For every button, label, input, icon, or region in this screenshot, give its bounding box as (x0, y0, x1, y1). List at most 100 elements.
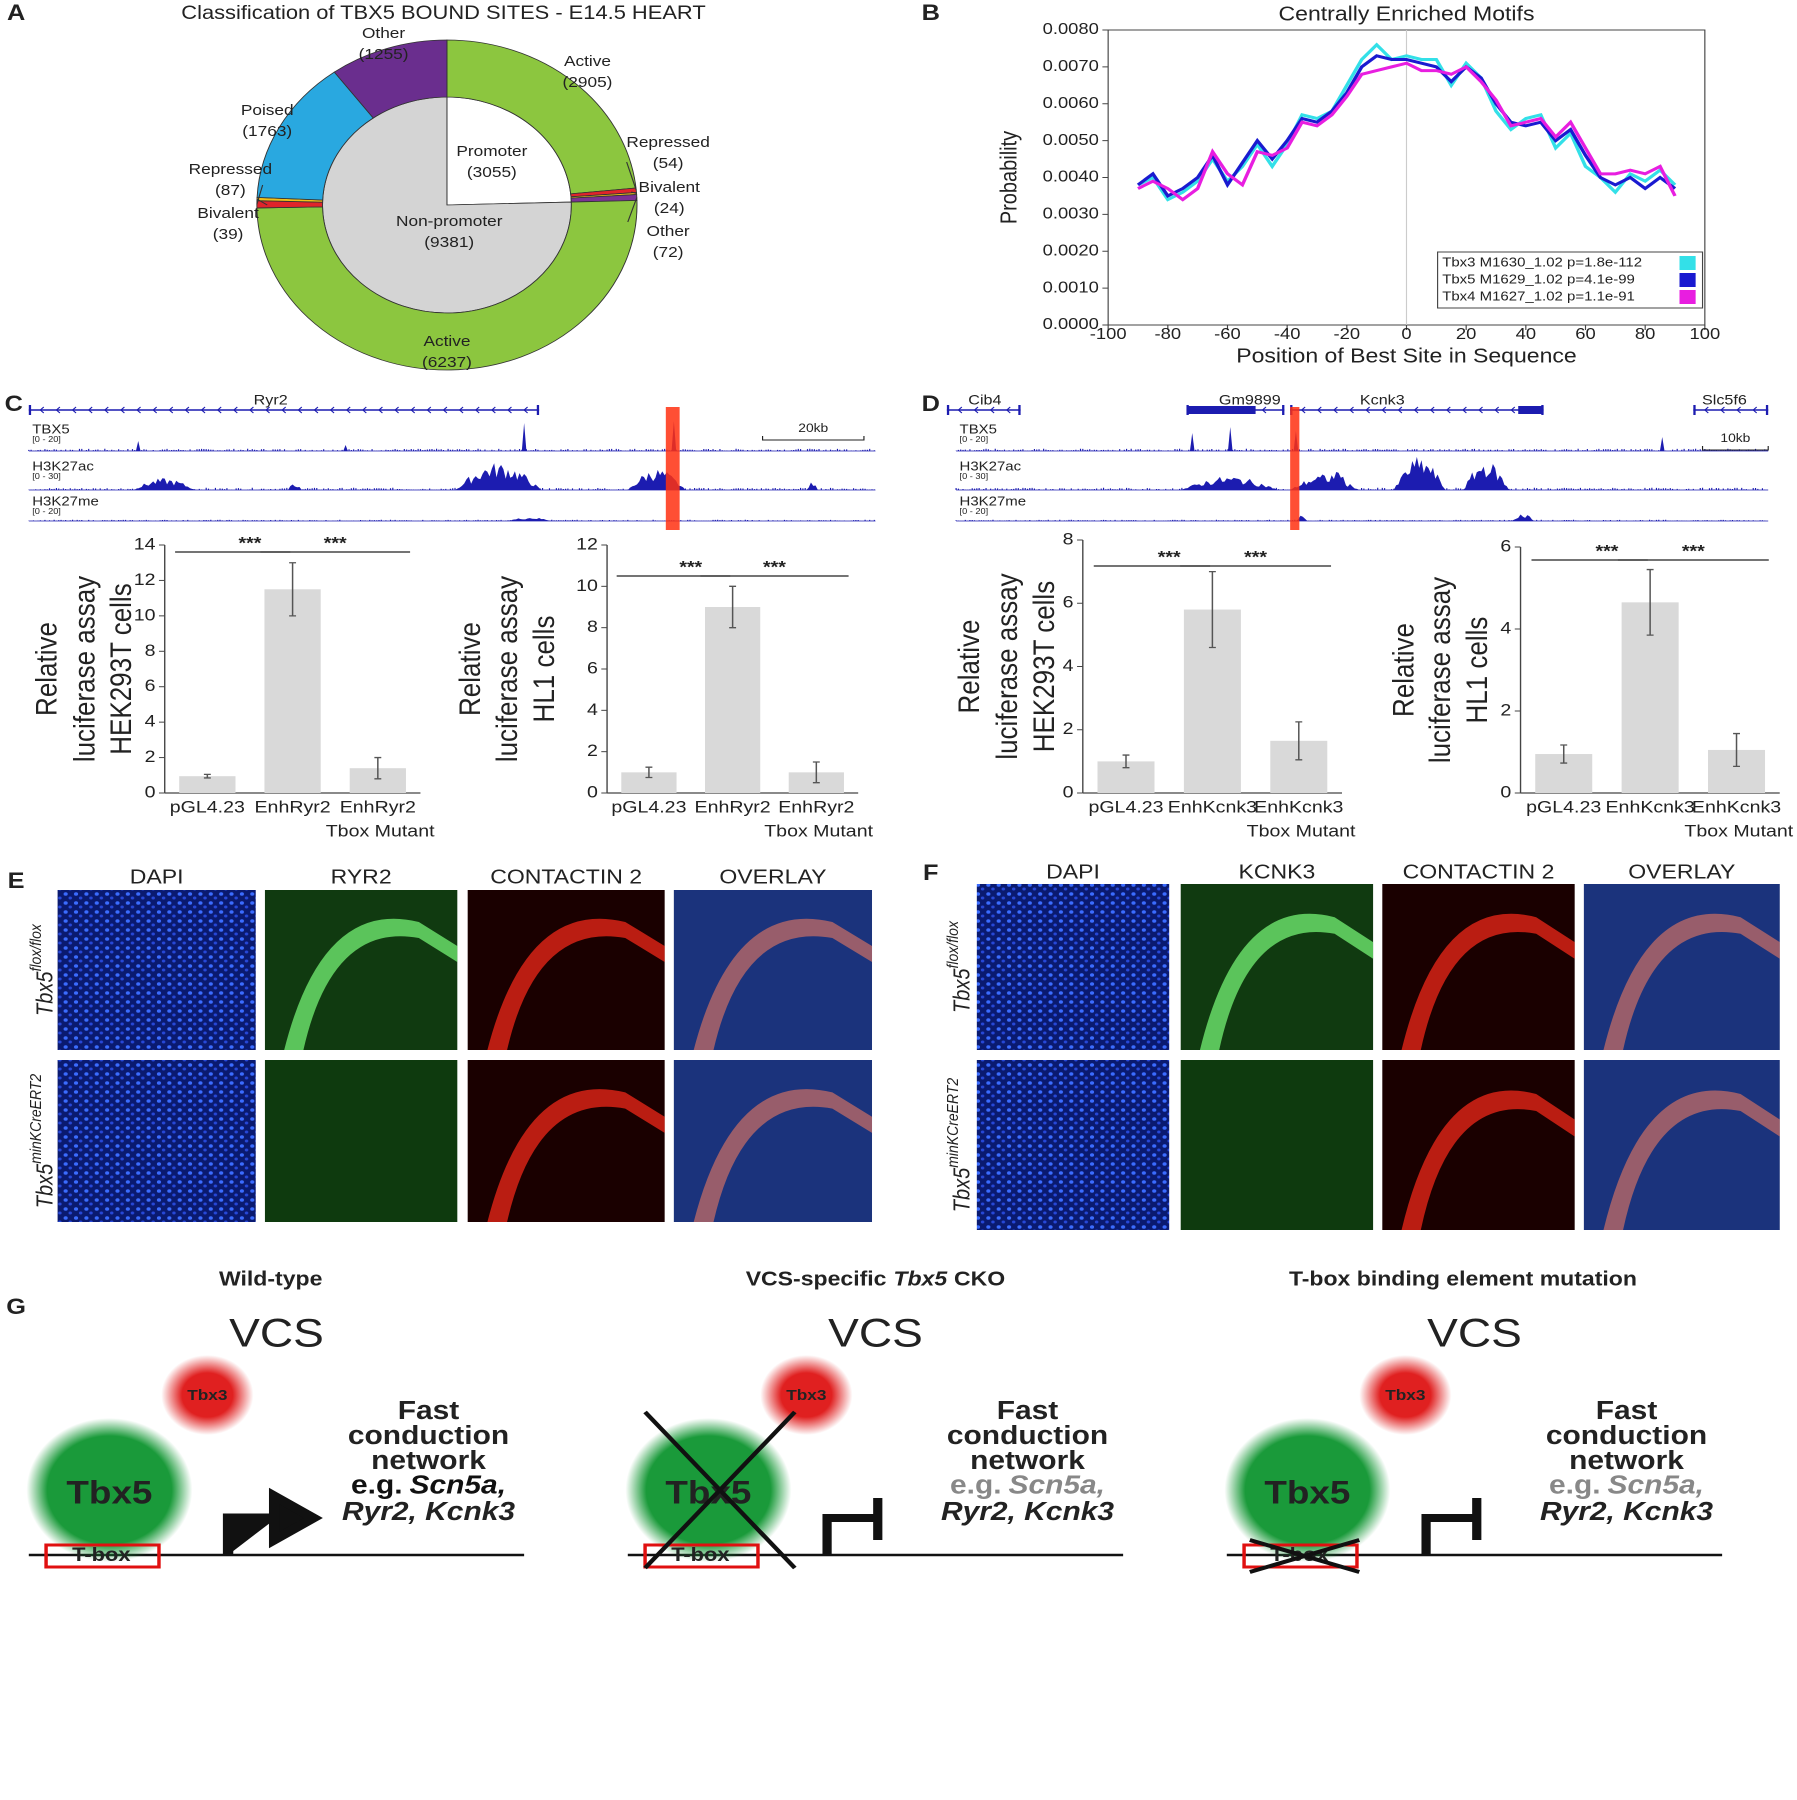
gene-strand (233, 406, 238, 414)
gene-strand (507, 406, 512, 414)
column-header: RYR2 (331, 865, 392, 888)
pie-inner-label: Promoter (456, 143, 528, 160)
y-tick-label: 12 (576, 534, 598, 553)
gene-strand (1752, 406, 1758, 414)
gene-strand (249, 406, 254, 414)
example-prefix: e.g. (1549, 1471, 1601, 1500)
overlay-tint (1583, 884, 1780, 1050)
x-tick-note: Tbox Mutant (1247, 821, 1356, 840)
network-text: network (371, 1446, 486, 1475)
row-label-base: Tbx5 (31, 1163, 58, 1208)
network-text: conduction (1546, 1421, 1707, 1450)
tbox-element (44, 1543, 161, 1569)
y-tick-label: 0.0040 (1043, 167, 1099, 186)
y-tick-label: 2 (1500, 700, 1511, 719)
network-example: Ryr2, Kcnk3 (342, 1497, 515, 1526)
pie-slice-outer (446, 39, 637, 195)
panel-label: G (6, 1295, 26, 1319)
pie-outer-value: (54) (653, 155, 684, 172)
tbx3-glow (161, 1355, 254, 1435)
tbx3-glow (1359, 1355, 1452, 1435)
gene-strand (313, 406, 319, 414)
y-tick-label: 14 (134, 534, 156, 553)
y-axis-label: HEK293T cells (104, 583, 137, 754)
row-label: Tbx5minKCreERT2 (27, 1073, 57, 1208)
network-example: e.g. Scn5a, (351, 1471, 506, 1500)
example-gene: Scn5a, (1607, 1471, 1704, 1500)
leader-line (256, 184, 264, 205)
panel-label: B (922, 1, 940, 25)
gene-strand (297, 406, 303, 414)
bar (621, 772, 677, 793)
x-tick-label: pGL4.23 (1526, 797, 1601, 816)
legend-label: Tbx3 M1630_1.02 p=1.8e-112 (1442, 254, 1642, 269)
highlight-region (1290, 407, 1300, 530)
track-peak (455, 463, 542, 490)
leader-line (627, 197, 638, 223)
track-label: H3K27me (960, 493, 1027, 508)
y-tick-label: 0.0020 (1043, 241, 1099, 260)
pie-slice-outer (256, 200, 638, 371)
gene-strand (1005, 406, 1011, 414)
gene-strand (1494, 406, 1500, 414)
y-tick-label: 8 (1063, 529, 1074, 548)
gene-strand (265, 406, 270, 414)
y-tick-label: 2 (587, 740, 598, 759)
y-tick-label: 4 (1063, 655, 1074, 674)
y-axis-label: HL1 cells (527, 616, 560, 723)
x-tick-label: 40 (1516, 324, 1536, 343)
tbx3-label: Tbx3 (187, 1387, 227, 1404)
network-text: conduction (947, 1421, 1108, 1450)
error-bar (812, 761, 820, 784)
gene-end (1186, 405, 1189, 415)
tbx3-glow (760, 1355, 853, 1435)
gene-exon (1186, 406, 1256, 414)
pie-outer-value: (39) (213, 226, 244, 243)
gene-strand (1300, 406, 1306, 414)
error-bar (1560, 744, 1568, 764)
pie-outer-label: Active (423, 333, 470, 350)
x-tick-label: EnhRyr2 (695, 797, 771, 816)
row-label: Tbx5minKCreERT2 (944, 1077, 974, 1212)
y-axis-label: Relative (952, 620, 985, 714)
pie-outer-label: Repressed (189, 161, 272, 178)
series-line (1137, 61, 1677, 202)
y-axis-label: Relative (453, 622, 486, 716)
track-peak (287, 484, 302, 490)
pie-outer-label: Active (564, 53, 611, 70)
gene-end (1541, 405, 1544, 415)
tbx5-label: Tbx5 (1264, 1476, 1350, 1511)
pie-outer-value: (1255) (359, 46, 409, 63)
y-tick-label: 8 (587, 616, 598, 635)
gene-exon (1518, 406, 1544, 414)
chart-title: Centrally Enriched Motifs (1279, 2, 1535, 25)
model-title: Wild-type (219, 1267, 322, 1290)
gene-label: Slc5f6 (1702, 393, 1747, 409)
track-peak (521, 423, 527, 451)
column-header: CONTACTIN 2 (490, 865, 642, 888)
column-header: OVERLAY (719, 865, 826, 888)
y-tick-label: 10 (134, 605, 156, 624)
pie-outer-value: (24) (654, 200, 685, 217)
gene-strand (345, 406, 351, 414)
track-peak (1180, 476, 1279, 490)
error-bar (1646, 568, 1654, 636)
pie-outer-label: Other (647, 223, 691, 240)
track-range: [0 - 20] (32, 435, 61, 444)
chart-title: Classification of TBX5 BOUND SITES - E14… (181, 2, 706, 23)
x-tick-label: EnhKcnk3 (1606, 797, 1695, 816)
gene-strand (1478, 406, 1483, 414)
activation-arrow (222, 1487, 323, 1555)
y-tick-label: 4 (587, 699, 598, 718)
x-axis-label: Position of Best Site in Sequence (1236, 344, 1577, 367)
legend-swatch (1679, 290, 1696, 304)
gene-label: Gm9899 (1219, 393, 1281, 409)
significance-label: *** (324, 533, 348, 552)
track-label: TBX5 (960, 421, 998, 436)
x-tick-label: EnhRyr2 (340, 797, 416, 816)
network-text: conduction (348, 1421, 509, 1450)
y-tick-label: 0.0060 (1043, 93, 1099, 112)
model-vcs: VCS (1427, 1311, 1522, 1356)
x-tick-label: 20 (1456, 324, 1476, 343)
panel-label: F (923, 861, 938, 885)
